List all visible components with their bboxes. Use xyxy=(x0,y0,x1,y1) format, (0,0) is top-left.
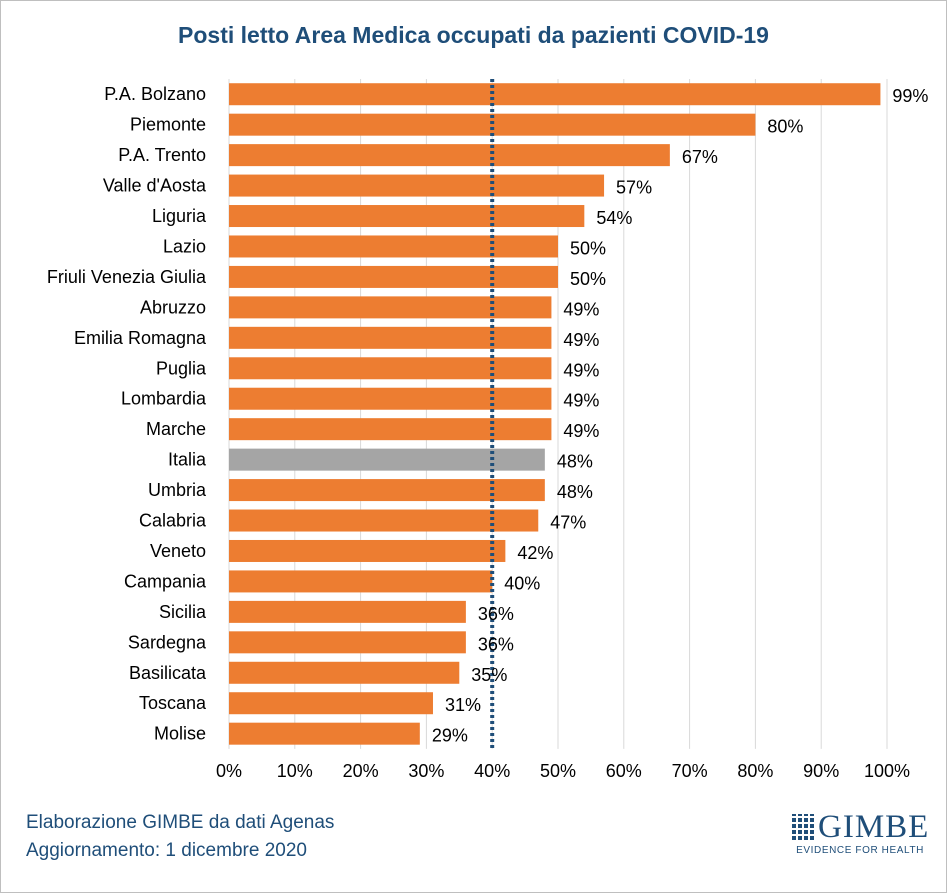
bar xyxy=(229,722,420,745)
category-label: P.A. Bolzano xyxy=(104,84,206,104)
x-tick-label: 100% xyxy=(864,761,910,781)
x-tick-label: 90% xyxy=(803,761,839,781)
category-label: Sicilia xyxy=(159,602,207,622)
footer-updated: Aggiornamento: 1 dicembre 2020 xyxy=(26,840,307,861)
value-label: 54% xyxy=(596,208,632,228)
logo-grid-icon xyxy=(792,814,814,842)
bar xyxy=(229,479,545,502)
value-label: 49% xyxy=(563,360,599,380)
bar xyxy=(229,631,466,654)
value-label: 57% xyxy=(616,178,652,198)
category-label: Lazio xyxy=(163,236,206,256)
x-tick-label: 70% xyxy=(672,761,708,781)
x-tick-label: 30% xyxy=(408,761,444,781)
category-label: Puglia xyxy=(156,358,207,378)
bar xyxy=(229,83,881,106)
gimbe-logo: GIMBE EVIDENCE FOR HEALTH xyxy=(792,809,928,860)
x-tick-label: 80% xyxy=(737,761,773,781)
bar xyxy=(229,205,585,228)
value-label: 48% xyxy=(557,482,593,502)
x-tick-label: 10% xyxy=(277,761,313,781)
x-tick-label: 60% xyxy=(606,761,642,781)
bar xyxy=(229,509,539,532)
category-label: Veneto xyxy=(150,541,206,561)
bar xyxy=(229,692,433,715)
bar xyxy=(229,448,545,471)
category-label: Abruzzo xyxy=(140,297,206,317)
value-label: 42% xyxy=(517,543,553,563)
logo-tagline: EVIDENCE FOR HEALTH xyxy=(796,845,924,856)
bar xyxy=(229,387,552,410)
bar xyxy=(229,326,552,349)
value-label: 50% xyxy=(570,269,606,289)
category-label: Friuli Venezia Giulia xyxy=(47,267,207,287)
category-label: Valle d'Aosta xyxy=(103,176,207,196)
bar xyxy=(229,418,552,441)
category-label: Toscana xyxy=(139,693,207,713)
category-label: Calabria xyxy=(139,511,207,531)
value-label: 67% xyxy=(682,147,718,167)
value-label: 47% xyxy=(550,513,586,533)
category-label: Italia xyxy=(168,450,207,470)
chart-title: Posti letto Area Medica occupati da pazi… xyxy=(178,22,769,48)
value-label: 29% xyxy=(432,726,468,746)
footer-source: Elaborazione GIMBE da dati Agenas xyxy=(26,812,335,833)
value-label: 50% xyxy=(570,238,606,258)
category-label: Molise xyxy=(154,724,206,744)
bar xyxy=(229,570,493,593)
bar xyxy=(229,174,605,197)
bars xyxy=(229,83,881,745)
bar xyxy=(229,113,756,136)
x-tick-label: 0% xyxy=(216,761,242,781)
value-label: 49% xyxy=(563,391,599,411)
category-label: Umbria xyxy=(148,480,207,500)
value-label: 49% xyxy=(563,330,599,350)
bar xyxy=(229,357,552,380)
value-label: 48% xyxy=(557,452,593,472)
x-tick-label: 20% xyxy=(343,761,379,781)
x-tick-label: 50% xyxy=(540,761,576,781)
value-label: 80% xyxy=(767,117,803,137)
bar xyxy=(229,539,506,562)
value-label: 36% xyxy=(478,604,514,624)
category-label: Basilicata xyxy=(129,663,207,683)
value-label: 40% xyxy=(504,573,540,593)
category-label: Emilia Romagna xyxy=(74,328,207,348)
category-label: P.A. Trento xyxy=(118,145,206,165)
category-labels: P.A. Bolzano Piemonte P.A. Trento Valle d'A… xyxy=(47,84,207,743)
value-label: 49% xyxy=(563,299,599,319)
category-label: Sardegna xyxy=(128,632,207,652)
logo-wordmark: GIMBE xyxy=(818,809,930,845)
bar xyxy=(229,235,558,258)
category-label: Piemonte xyxy=(130,115,206,135)
value-label: 99% xyxy=(892,86,928,106)
category-label: Liguria xyxy=(152,206,207,226)
value-label: 36% xyxy=(478,634,514,654)
value-labels: 99% 80% 67% 57% 54% 50% 50% 49% 49% 49% 49% 49% 48% 4… xyxy=(432,86,929,745)
bar xyxy=(229,144,670,167)
bar xyxy=(229,661,460,684)
value-label: 35% xyxy=(471,665,507,685)
value-label: 31% xyxy=(445,695,481,715)
value-label: 49% xyxy=(563,421,599,441)
x-tick-label: 40% xyxy=(474,761,510,781)
bar xyxy=(229,296,552,319)
x-axis-ticks: 0% 10% 20% 30% 40% 50% 60% 70% 80% 90% 100% xyxy=(216,761,910,781)
category-label: Marche xyxy=(146,419,206,439)
bar xyxy=(229,600,466,623)
category-label: Campania xyxy=(124,571,207,591)
category-label: Lombardia xyxy=(121,389,207,409)
bar xyxy=(229,265,558,288)
